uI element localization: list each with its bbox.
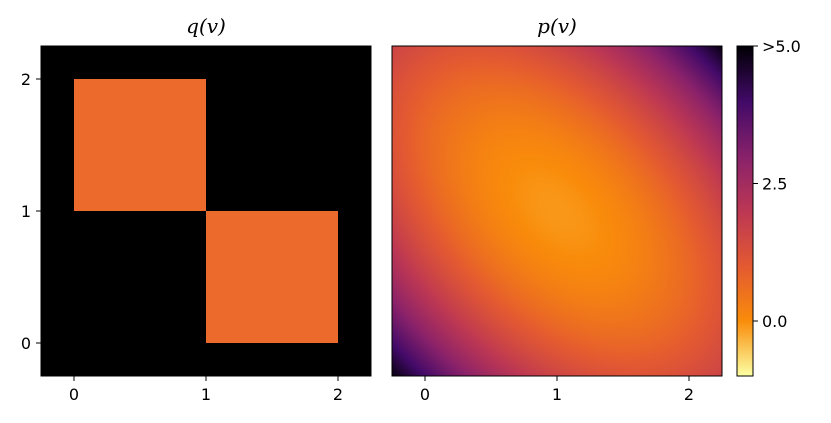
q-y-ticks: 0 1 2	[21, 70, 41, 353]
q-x-tick-label: 2	[333, 385, 343, 404]
p-x-tick-label: 0	[420, 385, 430, 404]
p-heatmap-container	[392, 46, 722, 376]
q-x-tick-label: 0	[69, 385, 79, 404]
p-x-tick-label: 2	[684, 385, 694, 404]
p-x-tick-label: 1	[552, 385, 562, 404]
q-y-tick-label: 0	[21, 334, 31, 353]
colorbar: 0.0 2.5 >5.0	[736, 37, 801, 377]
p-heatmap	[392, 46, 722, 376]
colorbar-tick-label: >5.0	[762, 37, 801, 56]
colorbar-gradient	[736, 45, 754, 377]
q-y-tick-label: 1	[21, 202, 31, 221]
q-y-tick-label: 2	[21, 70, 31, 89]
p-x-ticks: 0 1 2	[420, 376, 694, 404]
q-regions	[74, 79, 338, 343]
q-x-ticks: 0 1 2	[69, 376, 343, 404]
p-panel: 0 1 2 p(v)	[391, 14, 723, 404]
colorbar-ticks: 0.0 2.5 >5.0	[753, 37, 801, 331]
q-region-1	[206, 211, 338, 343]
q-title: q(v)	[186, 14, 226, 38]
q-x-tick-label: 1	[201, 385, 211, 404]
q-region-0	[74, 79, 206, 211]
colorbar-tick-label: 0.0	[762, 312, 787, 331]
p-title: p(v)	[537, 14, 577, 38]
q-panel: 0 1 2 0 1 2 q(v)	[21, 14, 372, 404]
colorbar-tick-label: 2.5	[762, 175, 787, 194]
